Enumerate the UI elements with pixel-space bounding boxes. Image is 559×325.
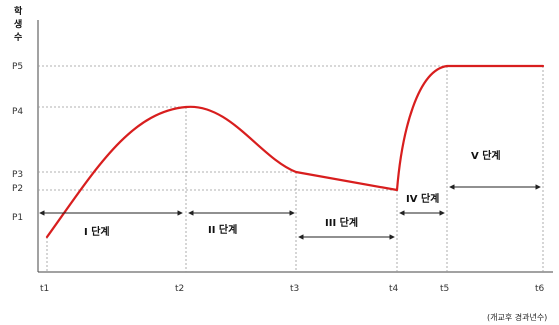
x-axis-note: (개교후 경과년수) bbox=[487, 312, 547, 322]
y-tick-p3: P3 bbox=[12, 170, 23, 180]
x-tick-t2: t2 bbox=[175, 284, 184, 294]
stage-5-label: V 단계 bbox=[471, 149, 501, 162]
stage-4-label: IV 단계 bbox=[406, 192, 439, 205]
y-axis-label-char-2: 생 bbox=[14, 18, 22, 30]
x-tick-t5: t5 bbox=[440, 284, 449, 294]
y-tick-p1: P1 bbox=[12, 213, 23, 223]
stage-2-label: II 단계 bbox=[208, 223, 237, 236]
x-tick-t6: t6 bbox=[535, 284, 545, 294]
student-count-curve bbox=[45, 64, 545, 239]
x-tick-t1: t1 bbox=[40, 284, 49, 294]
stage-1-label: I 단계 bbox=[84, 225, 110, 238]
x-tick-t4: t4 bbox=[389, 284, 399, 294]
stage-3-label: III 단계 bbox=[325, 216, 358, 229]
y-axis-label-char-3: 수 bbox=[14, 32, 22, 43]
y-tick-p4: P4 bbox=[12, 107, 23, 117]
x-tick-t3: t3 bbox=[290, 284, 299, 294]
y-axis-label-char-1: 학 bbox=[14, 5, 23, 17]
y-tick-p5: P5 bbox=[12, 62, 23, 72]
y-tick-p2: P2 bbox=[12, 184, 23, 194]
